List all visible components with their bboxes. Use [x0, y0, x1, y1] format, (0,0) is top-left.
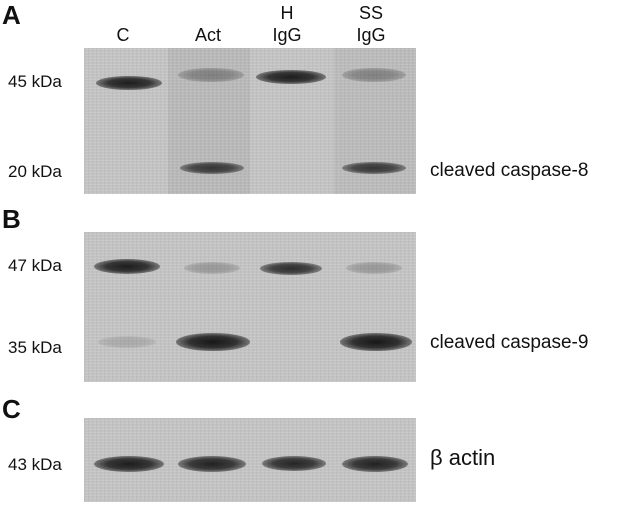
- band: [178, 456, 246, 472]
- blot-panel-c: [84, 418, 416, 502]
- band-label-cleaved-caspase-8: cleaved caspase-8: [430, 160, 589, 181]
- lane-header-h-igg: H IgG: [252, 2, 322, 46]
- panel-letter-a: A: [2, 0, 21, 30]
- lane-header-c: C: [88, 2, 158, 46]
- lane-header-line2: IgG: [272, 25, 302, 45]
- panel-letter-b: B: [2, 204, 21, 234]
- band: [262, 456, 326, 471]
- band: [184, 262, 240, 274]
- band: [98, 336, 156, 348]
- lane-header-line2: C: [116, 25, 130, 45]
- band: [178, 68, 244, 82]
- lane-header-line2: IgG: [356, 25, 386, 45]
- band: [180, 162, 244, 174]
- mw-label-45kda: 45 kDa: [8, 72, 62, 91]
- band: [340, 333, 412, 351]
- band-label-cleaved-caspase-9: cleaved caspase-9: [430, 332, 589, 353]
- mw-label-35kda: 35 kDa: [8, 338, 62, 357]
- lane-header-line1: [88, 2, 158, 24]
- mw-label-20kda: 20 kDa: [8, 162, 62, 181]
- band-label-beta-actin: β actin: [430, 445, 496, 470]
- mw-label-47kda: 47 kDa: [8, 256, 62, 275]
- mw-label-43kda: 43 kDa: [8, 455, 62, 474]
- band: [346, 262, 402, 274]
- lane-header-line1: H: [280, 3, 294, 23]
- panel-letter-c: C: [2, 394, 21, 424]
- band: [260, 262, 322, 275]
- band: [176, 333, 250, 351]
- lane-header-ss-igg: SS IgG: [336, 2, 406, 46]
- band: [94, 456, 164, 472]
- band: [256, 70, 326, 84]
- blot-panel-a: [84, 48, 416, 194]
- band: [94, 259, 160, 274]
- lane-header-act: Act: [173, 2, 243, 46]
- band: [96, 76, 162, 90]
- band: [342, 456, 408, 472]
- lane-header-line2: Act: [194, 25, 221, 45]
- band: [342, 68, 406, 82]
- blot-panel-b: [84, 232, 416, 382]
- lane-header-line1: [173, 2, 243, 24]
- lane-header-line1: SS: [358, 3, 383, 23]
- band: [342, 162, 406, 174]
